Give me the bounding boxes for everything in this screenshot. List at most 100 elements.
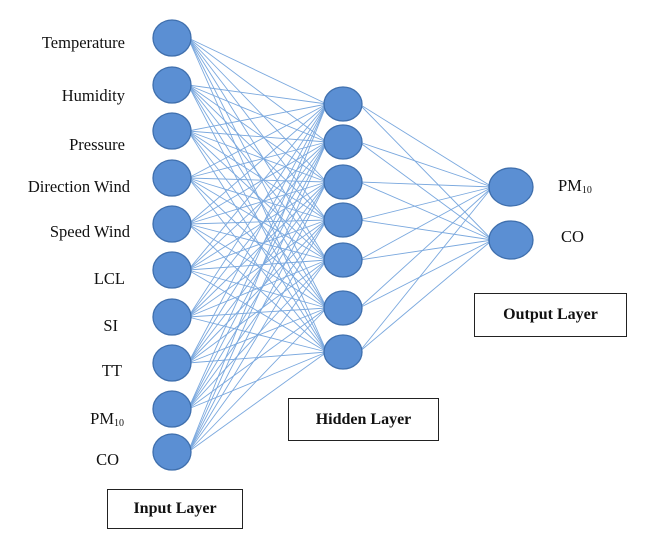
edge-input-8-hidden-0 (187, 103, 328, 410)
edge-input-6-hidden-1 (187, 141, 328, 318)
input-label-temperature: Temperature (41, 33, 125, 52)
edge-input-2-hidden-2 (187, 130, 328, 183)
edge-input-6-hidden-0 (187, 103, 328, 318)
edge-input-0-hidden-1 (187, 37, 328, 143)
edge-hidden-2-output-0 (359, 181, 493, 188)
edge-input-9-hidden-1 (187, 141, 328, 453)
edge-input-4-hidden-0 (187, 103, 328, 225)
edge-input-9-hidden-2 (187, 181, 328, 453)
hidden-layer-title: Hidden Layer (288, 398, 439, 441)
input-node-2 (152, 112, 192, 150)
edge-input-6-hidden-5 (188, 307, 327, 318)
input-label-co: CO (96, 450, 119, 469)
edge-hidden-5-output-0 (358, 186, 493, 309)
edge-hidden-2-output-1 (358, 181, 493, 241)
input-node-7 (152, 344, 192, 382)
input-label-pressure: Pressure (69, 135, 125, 154)
edge-input-5-hidden-2 (187, 181, 328, 271)
output-layer-title: Output Layer (474, 293, 627, 337)
input-label-lcl: LCL (93, 269, 125, 288)
edge-input-4-hidden-4 (188, 223, 327, 261)
edge-input-0-hidden-4 (187, 37, 328, 261)
edge-input-3-hidden-3 (188, 177, 327, 221)
hidden-node-4 (323, 242, 363, 278)
output-node-1 (488, 220, 534, 260)
output-label-pm10: PM10 (558, 176, 592, 196)
edge-input-6-hidden-4 (187, 259, 328, 318)
edge-input-5-hidden-1 (187, 141, 328, 271)
edge-input-5-hidden-0 (187, 103, 328, 271)
edge-hidden-3-output-1 (359, 219, 493, 241)
edge-hidden-6-output-0 (358, 186, 493, 353)
hidden-node-0 (323, 86, 363, 122)
edge-hidden-4-output-1 (359, 239, 493, 261)
edge-input-8-hidden-3 (187, 219, 328, 410)
input-node-9 (152, 433, 192, 471)
edge-input-2-hidden-6 (187, 130, 328, 353)
edge-hidden-1-output-0 (359, 141, 493, 188)
edge-hidden-0-output-1 (358, 103, 493, 241)
edge-hidden-6-output-1 (358, 239, 493, 353)
edge-input-8-hidden-4 (187, 259, 328, 410)
edge-input-0-hidden-0 (187, 37, 328, 105)
edge-input-7-hidden-4 (187, 259, 328, 364)
edge-input-1-hidden-4 (187, 84, 328, 261)
edge-input-9-hidden-4 (187, 259, 328, 453)
edge-input-1-hidden-2 (187, 84, 328, 183)
edge-input-4-hidden-2 (188, 181, 327, 225)
edge-input-8-hidden-5 (187, 307, 328, 410)
input-label-si: SI (103, 316, 118, 335)
input-node-6 (152, 298, 192, 336)
input-label-speed-wind: Speed Wind (49, 222, 130, 241)
hidden-node-6 (323, 334, 363, 370)
edge-hidden-0-output-0 (358, 103, 493, 188)
edge-input-7-hidden-1 (187, 141, 328, 364)
hidden-node-5 (323, 290, 363, 326)
edge-input-4-hidden-5 (187, 223, 328, 309)
edge-input-7-hidden-0 (187, 103, 328, 364)
edge-input-2-hidden-4 (187, 130, 328, 261)
connections (187, 37, 493, 453)
edge-input-4-hidden-6 (187, 223, 328, 353)
edge-input-0-hidden-3 (187, 37, 328, 221)
input-label-direction-wind: Direction Wind (27, 177, 130, 196)
edge-hidden-5-output-1 (358, 239, 493, 309)
edge-input-3-hidden-4 (187, 177, 328, 261)
edge-hidden-3-output-0 (359, 186, 493, 221)
edge-input-7-hidden-2 (187, 181, 328, 364)
edge-input-9-hidden-6 (187, 351, 328, 453)
edge-hidden-1-output-1 (358, 141, 493, 241)
edge-input-9-hidden-5 (187, 307, 328, 453)
edge-input-5-hidden-3 (187, 219, 328, 271)
edge-input-8-hidden-1 (187, 141, 328, 410)
edge-input-5-hidden-4 (188, 259, 327, 271)
edge-input-6-hidden-3 (187, 219, 328, 318)
input-node-8 (152, 390, 192, 428)
edge-hidden-4-output-0 (358, 186, 493, 261)
input-layer-title: Input Layer (107, 489, 243, 529)
edge-input-9-hidden-3 (187, 219, 328, 453)
edge-input-5-hidden-5 (188, 269, 327, 309)
edge-input-7-hidden-6 (188, 351, 327, 364)
input-node-3 (152, 159, 192, 197)
edge-input-1-hidden-1 (187, 84, 328, 143)
input-node-4 (152, 205, 192, 243)
input-label-humidity: Humidity (61, 86, 125, 105)
hidden-node-1 (323, 124, 363, 160)
output-label-co: CO (561, 227, 584, 246)
edge-input-3-hidden-0 (187, 103, 328, 179)
edge-input-9-hidden-0 (187, 103, 328, 453)
hidden-node-2 (323, 164, 363, 200)
neurons (152, 19, 534, 471)
input-label-tt: TT (101, 361, 122, 380)
edge-input-3-hidden-2 (188, 177, 327, 183)
input-node-1 (152, 66, 192, 104)
input-node-0 (152, 19, 192, 57)
input-node-5 (152, 251, 192, 289)
edge-input-7-hidden-3 (187, 219, 328, 364)
edge-input-1-hidden-3 (187, 84, 328, 221)
edge-input-8-hidden-2 (187, 181, 328, 410)
edge-input-6-hidden-2 (187, 181, 328, 318)
output-node-0 (488, 167, 534, 207)
